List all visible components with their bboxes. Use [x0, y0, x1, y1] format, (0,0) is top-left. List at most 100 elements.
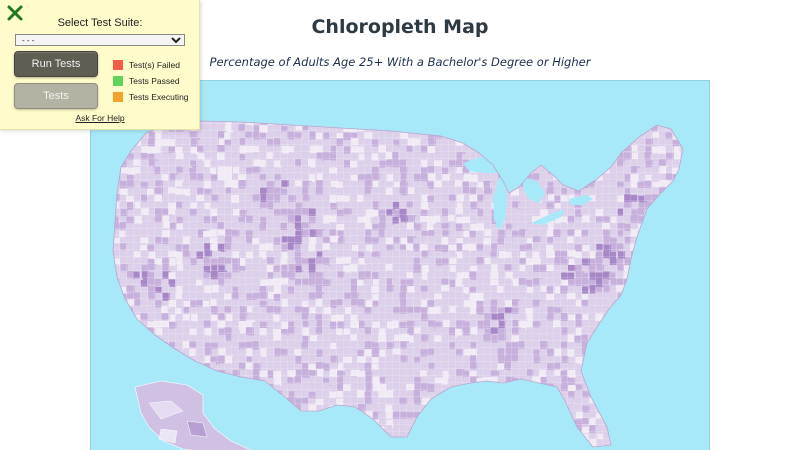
county-cell	[582, 363, 590, 371]
county-cell	[309, 426, 318, 435]
county-cell	[624, 349, 632, 356]
county-cell	[113, 440, 121, 447]
county-cell	[273, 111, 280, 117]
county-cell	[602, 131, 610, 138]
county-cell	[602, 404, 611, 412]
county-cell	[113, 153, 114, 161]
county-cell	[644, 236, 653, 244]
county-cell	[638, 279, 647, 286]
county-cell	[365, 110, 374, 118]
test-suite-select[interactable]: - - -	[15, 34, 185, 46]
county-cell	[567, 121, 576, 128]
county-cell	[518, 432, 528, 440]
county-cell	[631, 111, 639, 117]
county-cell	[534, 112, 541, 118]
county-cell	[415, 110, 423, 117]
county-cell	[617, 426, 626, 436]
choropleth-map[interactable]	[90, 80, 710, 450]
county-cell	[148, 335, 157, 345]
county-cell	[140, 342, 148, 351]
county-cell	[315, 432, 323, 441]
county-cell	[687, 307, 694, 315]
county-cell	[113, 152, 120, 160]
county-cell	[490, 139, 499, 148]
county-cell	[477, 121, 487, 125]
county-cell	[532, 419, 541, 427]
county-cell	[127, 313, 134, 321]
county-cell	[224, 411, 233, 420]
county-cell	[113, 321, 121, 331]
county-cell	[546, 411, 555, 420]
county-cell	[330, 121, 337, 126]
county-cell	[512, 180, 520, 188]
county-cell	[630, 397, 638, 407]
county-cell	[680, 278, 683, 288]
county-cell	[616, 121, 626, 127]
county-cell	[196, 383, 204, 392]
county-cell	[203, 397, 212, 406]
county-cell	[441, 398, 449, 408]
county-cell	[469, 412, 478, 421]
county-cell	[245, 418, 253, 427]
county-cell	[455, 124, 465, 133]
county-cell	[140, 328, 149, 337]
county-cell	[511, 446, 520, 447]
county-cell	[252, 425, 260, 435]
test-status-legend: Test(s) Failed Tests Passed Tests Execut…	[113, 57, 189, 105]
county-cell	[413, 432, 422, 440]
county-cell	[294, 418, 303, 426]
close-icon[interactable]	[6, 4, 24, 22]
county-cell	[617, 369, 625, 379]
county-cell	[687, 278, 695, 285]
county-cell	[470, 391, 479, 399]
county-cell	[504, 384, 512, 393]
county-cell	[119, 348, 128, 358]
county-cell	[645, 229, 654, 237]
run-tests-button[interactable]: Run Tests	[14, 51, 98, 77]
county-cell	[595, 121, 603, 128]
county-cell	[309, 412, 319, 422]
county-cell	[539, 124, 548, 133]
county-cell	[567, 131, 574, 140]
county-cell	[511, 138, 520, 148]
county-cell	[561, 153, 568, 162]
tests-button[interactable]: Tests	[14, 83, 98, 109]
county-cell	[603, 355, 611, 363]
county-cell	[652, 384, 660, 392]
county-cell	[302, 412, 310, 420]
county-cell	[246, 439, 255, 447]
county-cell	[449, 132, 458, 140]
county-cell	[233, 111, 239, 117]
county-cell	[330, 418, 340, 425]
county-cell	[127, 131, 135, 138]
county-cell	[659, 222, 668, 231]
legend-label-failed: Test(s) Failed	[129, 60, 181, 70]
county-cell	[651, 348, 659, 355]
county-cell	[449, 418, 458, 425]
county-cell	[652, 335, 662, 342]
county-cell	[645, 258, 655, 267]
county-cell	[645, 264, 655, 273]
county-cell	[315, 439, 324, 446]
county-cell	[232, 384, 240, 392]
county-cell	[540, 121, 547, 125]
county-cell	[666, 383, 673, 393]
county-cell	[547, 160, 555, 170]
county-cell	[553, 132, 560, 141]
county-cell	[688, 229, 695, 237]
county-cell	[672, 272, 681, 280]
county-cell	[441, 404, 449, 413]
county-cell	[652, 257, 660, 267]
county-cell	[582, 160, 592, 169]
county-cell	[455, 121, 464, 126]
county-cell	[484, 131, 494, 140]
county-cell	[672, 419, 681, 429]
county-cell	[133, 446, 143, 447]
county-cell	[609, 349, 617, 357]
county-cell	[470, 383, 478, 390]
ask-for-help-link[interactable]: Ask For Help	[75, 113, 125, 123]
county-cell	[560, 166, 568, 174]
county-cell	[260, 110, 267, 117]
county-cell	[658, 376, 668, 385]
county-cell	[407, 121, 417, 126]
